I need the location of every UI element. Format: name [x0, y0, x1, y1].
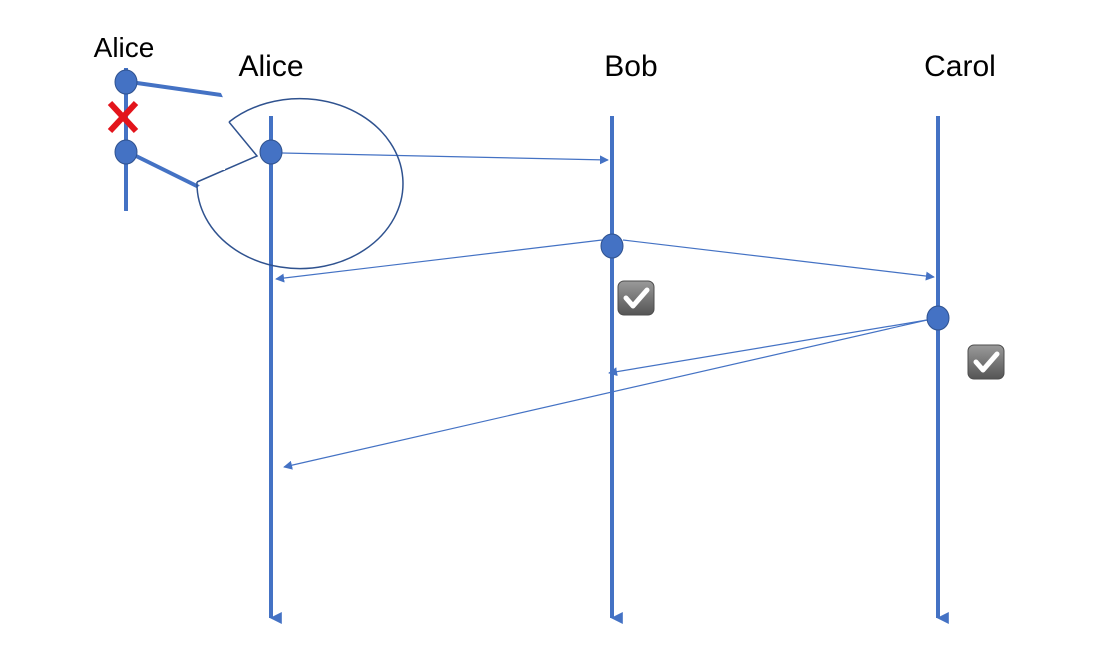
callout-outline	[196, 97, 404, 270]
participant-label-bob: Bob	[604, 50, 657, 83]
callout-event-node-top	[114, 69, 138, 95]
message-carol-to-bob	[608, 319, 928, 377]
zoom-callout: Alice	[23, 32, 404, 270]
event-node-bob	[600, 233, 624, 259]
checkbox-checked-icon	[617, 280, 655, 316]
event-node-alice	[259, 139, 283, 165]
callout-event-node-bottom	[114, 139, 138, 165]
callout-message-line-top	[129, 80, 229, 99]
message-alice-to-bob	[281, 152, 609, 165]
participant-label-carol: Carol	[924, 50, 996, 83]
message-carol-to-alice	[283, 319, 928, 470]
red-x-icon	[107, 100, 139, 134]
event-node-carol	[926, 305, 950, 331]
message-bob-to-carol	[622, 239, 935, 281]
callout-participant-label: Alice	[94, 32, 155, 63]
message-bob-to-alice	[275, 239, 603, 283]
participant-label-alice: Alice	[238, 50, 303, 83]
checkbox-checked-icon	[967, 344, 1005, 380]
